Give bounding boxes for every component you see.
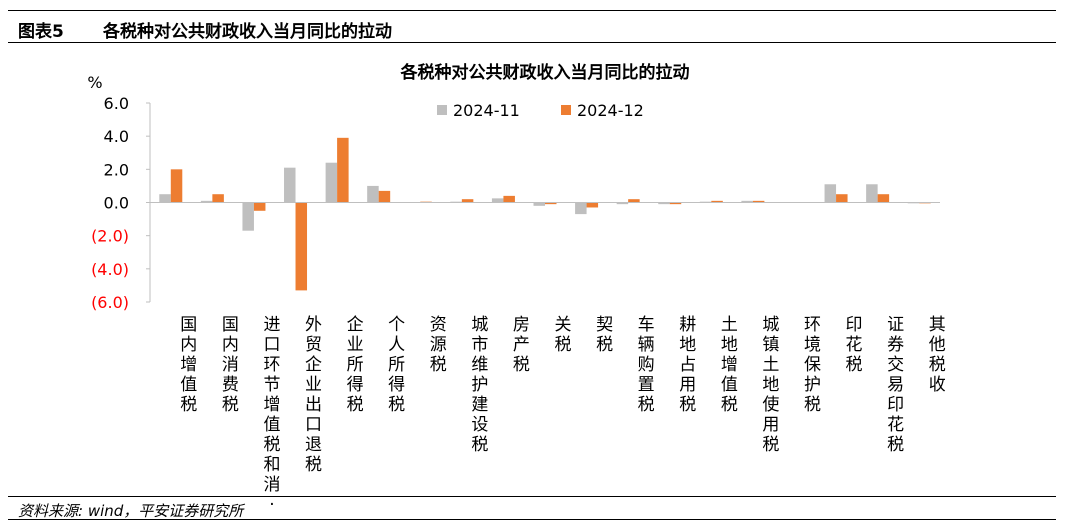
- x-category-label: 土地增值税: [721, 315, 738, 415]
- bar-2024-12-国内消费税: [212, 194, 224, 203]
- x-category-label: 个人所得税: [388, 315, 405, 415]
- figure-title: 各税种对公共财政收入当月同比的拉动: [103, 22, 392, 42]
- legend-label: 2024-12: [577, 101, 644, 120]
- x-category-label: 国内增值税: [180, 315, 197, 415]
- bar-2024-12-关税: [545, 202, 557, 205]
- x-category-label: 企业所得税: [347, 315, 364, 415]
- x-category-label: 进口环节增值税和消·: [263, 315, 280, 515]
- y-tick-label: 2.0: [104, 160, 129, 179]
- bar-2024-12-车辆购置税: [628, 199, 640, 203]
- bar-2024-11-耕地占用税: [658, 202, 670, 205]
- bar-2024-12-证券交易印花税: [877, 194, 890, 203]
- bar-2024-11-房产税: [491, 198, 504, 203]
- bar-2024-12-外贸企业出口退税: [295, 202, 308, 291]
- x-category-label: 国内消费税: [222, 315, 239, 415]
- bar-2024-12-国内增值税: [170, 169, 183, 203]
- x-axis: 国内增值税 国内消费税 进口环节增值税和消· 外贸企业出口退税 企业所得税 个人所得税 资源…: [150, 202, 946, 515]
- x-category-label: 关税: [555, 315, 572, 355]
- x-category-label: 外贸企业出口退税: [305, 315, 322, 475]
- bar-2024-11-车辆购置税: [616, 202, 629, 205]
- y-tick-label: (6.0): [91, 293, 129, 312]
- y-tick-label: 4.0: [104, 127, 129, 146]
- bar-2024-11-关税: [533, 202, 545, 206]
- bar-2024-11-国内消费税: [200, 200, 213, 203]
- y-tick-label: (4.0): [91, 260, 129, 279]
- bar-2024-12-印花税: [836, 194, 848, 203]
- x-category-label: 城市维护建设税: [471, 315, 488, 455]
- y-tick-label: 6.0: [104, 94, 129, 113]
- x-category-label: 城镇土地使用税: [762, 315, 779, 455]
- legend-swatch-2024-11: [437, 105, 447, 115]
- bar-2024-11-城镇土地使用税: [741, 200, 753, 203]
- bar-2024-11-个人所得税: [367, 185, 379, 203]
- x-category-label: 资源税: [430, 315, 447, 375]
- bars: [159, 137, 931, 291]
- bar-2024-12-进口环节增值税和消·: [253, 202, 266, 211]
- x-category-label: 证券交易印花税: [887, 315, 904, 455]
- bar-2024-12-房产税: [503, 195, 515, 203]
- x-category-label: 其他税收: [929, 315, 946, 395]
- bar-2024-11-企业所得税: [325, 162, 338, 203]
- legend-label: 2024-11: [453, 101, 520, 120]
- source-note: 资料来源: wind，平安证券研究所: [18, 502, 244, 520]
- legend-swatch-2024-12: [561, 105, 571, 115]
- y-tick-label: 0.0: [104, 194, 129, 213]
- figure-label: 图表5: [18, 22, 64, 42]
- legend: 2024-11 2024-12: [437, 101, 644, 120]
- chart-title: 各税种对公共财政收入当月同比的拉动: [400, 62, 690, 83]
- x-category-label: 契税: [596, 315, 613, 355]
- x-category-label: 车辆购置税: [638, 315, 655, 415]
- bar-2024-12-土地增值税: [711, 200, 723, 203]
- bar-2024-11-进口环节增值税和消·: [242, 202, 254, 231]
- bar-2024-11-证券交易印花税: [866, 184, 878, 203]
- x-category-label: 印花税: [846, 315, 863, 375]
- bar-2024-12-耕地占用税: [669, 202, 682, 205]
- bar-2024-12-契税: [586, 202, 599, 208]
- bar-2024-12-城镇土地使用税: [752, 200, 765, 203]
- y-axis-unit: %: [87, 73, 102, 92]
- x-category-label: 环境保护税: [804, 315, 821, 415]
- bar-2024-12-企业所得税: [337, 137, 349, 203]
- bar-2024-12-城市维护建设税: [461, 199, 474, 203]
- bar-2024-11-国内增值税: [159, 194, 171, 203]
- x-category-label: 耕地占用税: [679, 315, 696, 415]
- y-tick-label: (2.0): [91, 227, 129, 246]
- bar-2024-11-印花税: [824, 184, 837, 203]
- y-axis: 6.0 4.0 2.0 0.0 (2.0) (4.0) (6.0): [91, 94, 151, 312]
- bar-2024-11-契税: [575, 202, 587, 215]
- bar-2024-11-外贸企业出口退税: [284, 167, 296, 203]
- bar-2024-12-个人所得税: [378, 190, 391, 203]
- x-category-label: 房产税: [513, 315, 530, 375]
